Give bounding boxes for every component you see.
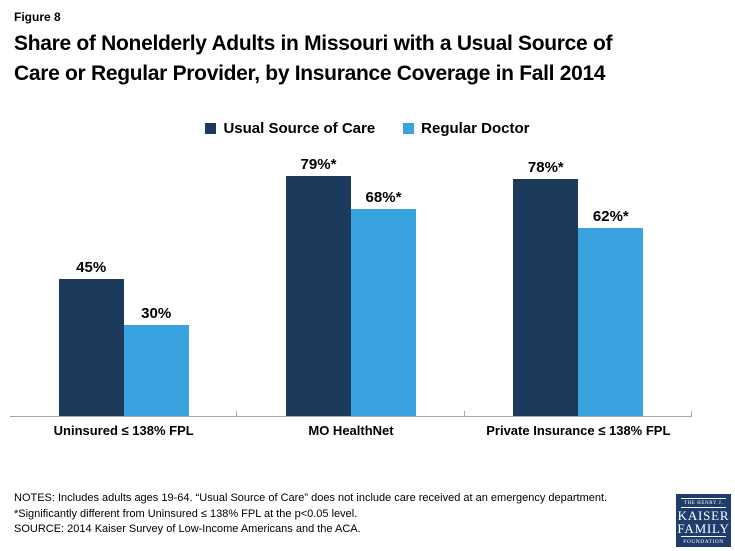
logo-text-family: FAMILY: [677, 521, 730, 536]
footnote-significance-line: *Significantly different from Uninsured …: [14, 507, 358, 520]
logo-text-foundation: FOUNDATION: [683, 539, 724, 545]
chart-title: Share of Nonelderly Adults in Missouri w…: [14, 29, 612, 89]
footnote-source-line: SOURCE: 2014 Kaiser Survey of Low-Income…: [14, 523, 361, 535]
bar-group-1: 79%* 68%*: [237, 112, 464, 416]
chart-legend: Usual Source of Care Regular Doctor: [0, 120, 735, 137]
bar-value-label: 68%*: [365, 189, 402, 207]
bar-series1-cat2: 62%*: [578, 208, 644, 416]
chart-title-line-1: Share of Nonelderly Adults in Missouri w…: [14, 32, 613, 55]
category-labels: Uninsured ≤ 138% FPL MO HealthNet Private …: [10, 423, 692, 438]
bar-value-label: 45%: [76, 259, 107, 277]
axis-tick: [691, 411, 692, 416]
logo-text-kaiser: KAISER: [677, 508, 730, 523]
chart-title-line-2: Care or Regular Provider, by Insurance C…: [14, 62, 606, 85]
legend-item-regular-doctor: Regular Doctor: [403, 120, 530, 137]
bar-series1-cat0: 30%: [123, 305, 189, 416]
logo-rule-bottom: [681, 536, 726, 537]
legend-label-regular-doctor: Regular Doctor: [421, 120, 530, 137]
bar-series0-cat0: 45%: [58, 259, 124, 416]
category-label-0: Uninsured ≤ 138% FPL: [53, 423, 194, 438]
footnotes: NOTES: Includes adults ages 19-64. “Usua…: [14, 491, 607, 538]
figure-number-label: Figure 8: [14, 10, 61, 24]
plot-area: 45% 30% 79%* 68%* 78%* 62%*: [10, 112, 692, 417]
bar-value-label: 30%: [141, 304, 172, 322]
bar-value-label: 62%*: [592, 207, 629, 225]
bar-group-2: 78%* 62%*: [465, 112, 692, 416]
logo-rule-top: [681, 498, 726, 499]
legend-swatch-light-icon: [403, 123, 415, 134]
bar-value-label: 79%*: [300, 155, 337, 173]
category-label-1: MO HealthNet: [308, 423, 394, 438]
logo-rule-mid: [681, 507, 726, 508]
logo-text-henry-j: THE HENRY J.: [683, 501, 724, 506]
footnote-notes-line: NOTES: Includes adults ages 19-64. “Usua…: [14, 492, 608, 504]
axis-tick: [236, 411, 238, 416]
category-label-2: Private Insurance ≤ 138% FPL: [486, 423, 671, 438]
bar-series0-cat1: 79%*: [285, 156, 351, 416]
bar-series1-cat1: 68%*: [350, 189, 416, 416]
bar-value-label: 78%*: [527, 158, 564, 176]
bar-series0-cat2: 78%*: [513, 159, 579, 416]
bar-group-0: 45% 30%: [10, 112, 237, 416]
legend-label-usual-source: Usual Source of Care: [223, 120, 376, 137]
axis-tick: [463, 411, 465, 416]
legend-item-usual-source: Usual Source of Care: [205, 120, 375, 137]
kff-foundation-logo: THE HENRY J. KAISER FAMILY FOUNDATION: [676, 494, 731, 547]
legend-swatch-dark-icon: [205, 123, 217, 134]
